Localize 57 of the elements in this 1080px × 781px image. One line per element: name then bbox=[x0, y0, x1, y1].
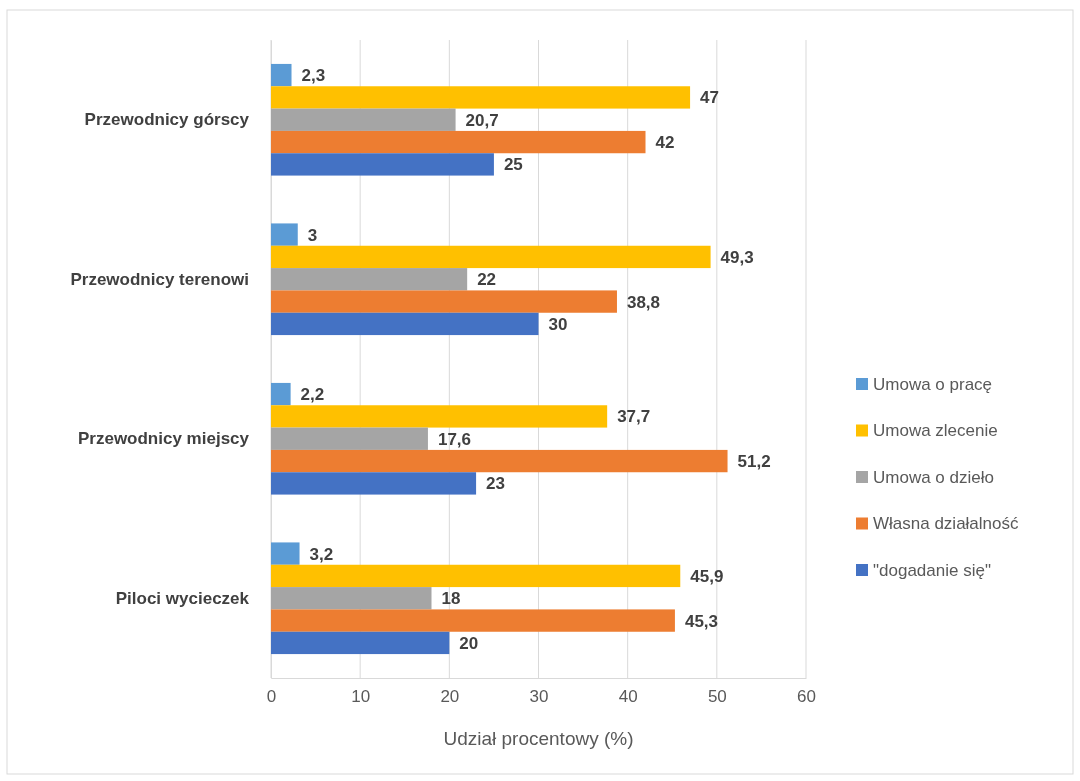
data-label: 45,3 bbox=[684, 611, 719, 631]
bar bbox=[271, 405, 608, 428]
bar bbox=[271, 631, 450, 655]
x-tick-label: 30 bbox=[529, 687, 549, 707]
bar bbox=[271, 268, 468, 291]
bar bbox=[271, 472, 477, 495]
x-tick-label: 20 bbox=[440, 687, 460, 707]
y-tick-label: Przewodnicy miejscy bbox=[77, 429, 250, 449]
data-label: 17,6 bbox=[437, 429, 472, 449]
bar bbox=[271, 427, 428, 450]
data-label: 38,8 bbox=[626, 292, 661, 312]
data-label: 51,2 bbox=[737, 452, 771, 472]
legend-label: Umowa o pracę bbox=[873, 374, 993, 394]
bar bbox=[271, 63, 292, 87]
data-label: 2,3 bbox=[301, 66, 326, 86]
legend-label: "dogadanie się" bbox=[873, 560, 991, 580]
x-tick-label: 10 bbox=[351, 687, 371, 707]
x-tick-label: 40 bbox=[618, 687, 638, 707]
data-label: 3 bbox=[307, 225, 318, 245]
data-label: 23 bbox=[486, 474, 506, 494]
bar bbox=[271, 587, 432, 610]
data-label: 47 bbox=[700, 88, 720, 108]
x-tick-label: 0 bbox=[266, 687, 277, 707]
data-label: 2,2 bbox=[300, 385, 325, 405]
y-tick-label: Przewodnicy górscy bbox=[84, 110, 250, 130]
legend-label: Własna działalność bbox=[873, 514, 1020, 534]
bar bbox=[271, 290, 617, 313]
data-label: 25 bbox=[503, 155, 523, 175]
data-label: 45,9 bbox=[690, 566, 724, 586]
bar bbox=[271, 245, 711, 269]
bar bbox=[271, 312, 539, 336]
legend-label: Umowa o dzieło bbox=[873, 467, 994, 487]
data-label: 20 bbox=[459, 633, 479, 653]
bar bbox=[271, 382, 291, 406]
bar bbox=[271, 108, 456, 131]
data-label: 22 bbox=[477, 270, 497, 290]
data-label: 30 bbox=[548, 314, 568, 334]
data-label: 42 bbox=[655, 133, 675, 153]
data-label: 20,7 bbox=[465, 110, 499, 130]
data-label: 3,2 bbox=[309, 544, 334, 564]
data-label: 49,3 bbox=[720, 247, 754, 267]
bar bbox=[271, 564, 681, 588]
bar bbox=[271, 130, 646, 154]
bar bbox=[271, 223, 298, 246]
bar bbox=[271, 86, 691, 109]
y-tick-label: Przewodnicy terenowi bbox=[70, 269, 249, 289]
bar bbox=[271, 153, 494, 176]
legend-label: Umowa zlecenie bbox=[873, 421, 998, 441]
bar bbox=[271, 609, 675, 632]
data-label: 37,7 bbox=[617, 407, 651, 427]
x-tick-label: 50 bbox=[707, 687, 727, 707]
bar bbox=[271, 542, 300, 565]
data-label: 18 bbox=[441, 589, 461, 609]
x-axis-title: Udział procentowy (%) bbox=[443, 728, 634, 749]
y-tick-label: Piloci wycieczek bbox=[115, 588, 250, 608]
x-tick-label: 60 bbox=[797, 687, 816, 707]
bar bbox=[271, 449, 728, 473]
